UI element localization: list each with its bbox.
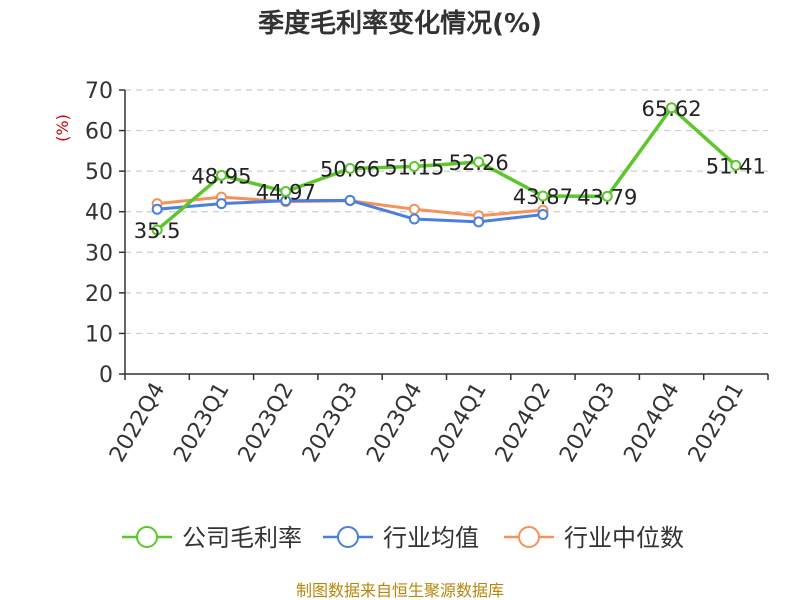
x-tick-label: 2023Q2: [234, 379, 299, 467]
data-point: [151, 203, 163, 215]
legend-label: 行业均值: [383, 524, 479, 552]
data-point: [473, 216, 485, 228]
data-label: 65.62: [641, 97, 701, 121]
legend-label: 公司毛利率: [182, 524, 302, 552]
data-label: 43.79: [577, 185, 637, 209]
data-label: 50.66: [320, 157, 380, 181]
data-label: 51.41: [706, 154, 766, 178]
data-point: [151, 224, 163, 236]
data-point: [215, 169, 227, 181]
x-tick-labels: 2022Q42023Q12023Q22023Q32023Q42024Q12024…: [105, 379, 749, 467]
y-tick-label: 50: [85, 160, 113, 185]
data-point: [408, 203, 420, 215]
series-group: [151, 102, 742, 236]
data-point: [537, 190, 549, 202]
data-label: 35.5: [134, 219, 181, 243]
legend-marker: [136, 526, 158, 548]
data-point: [473, 156, 485, 168]
x-tick-label: 2024Q1: [427, 379, 492, 467]
data-point: [344, 162, 356, 174]
data-point: [344, 194, 356, 206]
x-tick-label: 2024Q3: [555, 379, 620, 467]
y-tick-label: 70: [85, 79, 113, 104]
y-tick-label: 30: [85, 241, 113, 266]
data-label: 43.87: [513, 185, 573, 209]
x-tick-label: 2023Q3: [298, 379, 363, 467]
y-axis-unit: (%): [53, 114, 72, 142]
data-label: 52.26: [449, 151, 509, 175]
x-tick-label: 2025Q1: [684, 379, 749, 467]
series-line-0: [156, 106, 738, 232]
axes: [119, 89, 769, 380]
source-note: 制图数据来自恒生聚源数据库: [296, 581, 504, 600]
data-label: 48.95: [191, 164, 251, 188]
data-point: [408, 213, 420, 225]
legend: 公司毛利率 行业均值 行业中位数: [122, 524, 684, 552]
x-tick-label: 2023Q1: [169, 379, 234, 467]
legend-marker: [518, 526, 540, 548]
data-point: [730, 159, 742, 171]
data-point: [408, 160, 420, 172]
x-tick-label: 2024Q4: [619, 379, 684, 467]
legend-marker: [337, 526, 359, 548]
x-tick-label: 2023Q4: [362, 379, 427, 467]
legend-label: 行业中位数: [564, 524, 684, 552]
chart-title: 季度毛利率变化情况(%): [258, 8, 542, 39]
y-tick-label: 10: [85, 322, 113, 347]
y-tick-label: 20: [85, 282, 113, 307]
y-tick-label: 60: [85, 120, 113, 145]
data-point: [215, 198, 227, 210]
data-point: [601, 190, 613, 202]
y-tick-label: 0: [99, 363, 113, 388]
data-point: [280, 186, 292, 198]
x-tick-label: 2024Q2: [491, 379, 556, 467]
data-point: [537, 209, 549, 221]
y-tick-label: 40: [85, 201, 113, 226]
data-label: 44.97: [256, 181, 316, 205]
data-point: [666, 102, 678, 114]
x-tick-label: 2022Q4: [105, 379, 170, 467]
data-label: 51.15: [384, 155, 444, 179]
y-tick-labels: 0 10 20 30 40 50 60 70: [85, 79, 113, 388]
